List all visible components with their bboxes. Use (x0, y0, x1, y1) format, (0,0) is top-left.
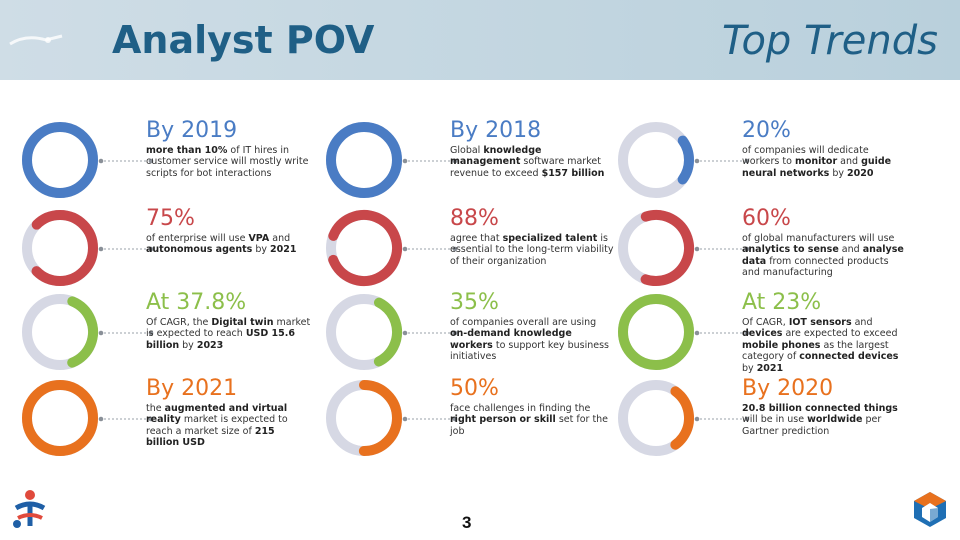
connector-line (98, 416, 154, 422)
donut-ring-icon (326, 294, 402, 370)
trend-card: 35% of companies overall are using on-dem… (324, 290, 624, 378)
donut-ring-icon (22, 380, 98, 456)
donut-ring-icon (22, 294, 98, 370)
stat-description: of enterprise will use VPA and autonomou… (146, 233, 297, 256)
trend-card: At 23% Of CAGR, IOT sensors and devices a… (616, 290, 916, 378)
donut-ring-icon (618, 294, 694, 370)
stat-value: At 37.8% (146, 290, 247, 315)
donut-fill (326, 210, 402, 286)
brand-logo-icon (914, 492, 946, 527)
stat-value: 20% (742, 118, 791, 143)
stat-description: face challenges in finding the right per… (450, 403, 609, 437)
stat-value: 75% (146, 206, 195, 231)
connector-line (98, 246, 154, 252)
page-subtitle: Top Trends (721, 18, 938, 64)
donut-ring-icon (618, 380, 694, 456)
stat-value: By 2021 (146, 376, 238, 401)
stat-value: By 2018 (450, 118, 542, 143)
connector-line (694, 158, 750, 164)
stat-description: 20.8 billion connected things will be in… (742, 403, 898, 437)
stat-description: more than 10% of IT hires in customer se… (146, 145, 309, 179)
connector-line (98, 330, 154, 336)
trend-card: 88% agree that specialized talent is esse… (324, 206, 624, 294)
donut-ring-icon (326, 210, 402, 286)
company-logo-icon (13, 490, 46, 528)
donut-fill (326, 380, 402, 456)
connector-line (402, 158, 458, 164)
trend-card: By 2019 more than 10% of IT hires in cust… (20, 118, 320, 206)
donut-fill (618, 380, 694, 456)
donut-fill (22, 294, 98, 370)
stat-description: agree that specialized talent is essenti… (450, 233, 614, 267)
stat-description: the augmented and virtual reality market… (146, 403, 288, 449)
stat-value: By 2019 (146, 118, 238, 143)
page-title: Analyst POV (112, 18, 375, 62)
donut-fill (618, 210, 694, 286)
donut-fill (22, 122, 98, 198)
stat-description: of companies will dedicate workers to mo… (742, 145, 892, 179)
connector-line (402, 330, 458, 336)
donut-fill (22, 380, 98, 456)
trend-card: By 2020 20.8 billion connected things wil… (616, 376, 916, 464)
trend-card: 20% of companies will dedicate workers to… (616, 118, 916, 206)
donut-fill (618, 122, 694, 198)
trend-card: By 2021 the augmented and virtual reality… (20, 376, 320, 464)
connector-line (98, 158, 154, 164)
stat-description: of companies overall are using on-demand… (450, 317, 609, 363)
header-banner: Analyst POV Top Trends (0, 0, 960, 80)
stat-description: Global knowledge management software mar… (450, 145, 605, 179)
connector-line (694, 246, 750, 252)
trend-card: By 2018 Global knowledge management softw… (324, 118, 624, 206)
donut-ring-icon (22, 122, 98, 198)
connector-line (402, 246, 458, 252)
stat-value: By 2020 (742, 376, 834, 401)
stat-description: Of CAGR, IOT sensors and devices are exp… (742, 317, 899, 374)
trend-card: At 37.8% Of CAGR, the Digital twin market… (20, 290, 320, 378)
connector-line (694, 416, 750, 422)
donut-ring-icon (326, 380, 402, 456)
connector-line (402, 416, 458, 422)
connector-line (694, 330, 750, 336)
donut-ring-icon (22, 210, 98, 286)
donut-fill (618, 294, 694, 370)
stat-value: 88% (450, 206, 499, 231)
stat-value: 50% (450, 376, 499, 401)
donut-ring-icon (618, 122, 694, 198)
donut-fill (326, 122, 402, 198)
trend-card: 60% of global manufacturers will use anal… (616, 206, 916, 294)
stat-value: At 23% (742, 290, 822, 315)
donut-fill (22, 210, 98, 286)
trend-card: 50% face challenges in finding the right … (324, 376, 624, 464)
banner-decoration-icon (9, 34, 63, 46)
stat-description: of global manufacturers will use analyti… (742, 233, 904, 279)
donut-ring-icon (326, 122, 402, 198)
trend-card: 75% of enterprise will use VPA and autono… (20, 206, 320, 294)
stat-value: 60% (742, 206, 791, 231)
stat-description: Of CAGR, the Digital twin market is expe… (146, 317, 311, 351)
stat-value: 35% (450, 290, 499, 315)
donut-ring-icon (618, 210, 694, 286)
donut-fill (326, 294, 402, 370)
page-number: 3 (462, 513, 472, 532)
